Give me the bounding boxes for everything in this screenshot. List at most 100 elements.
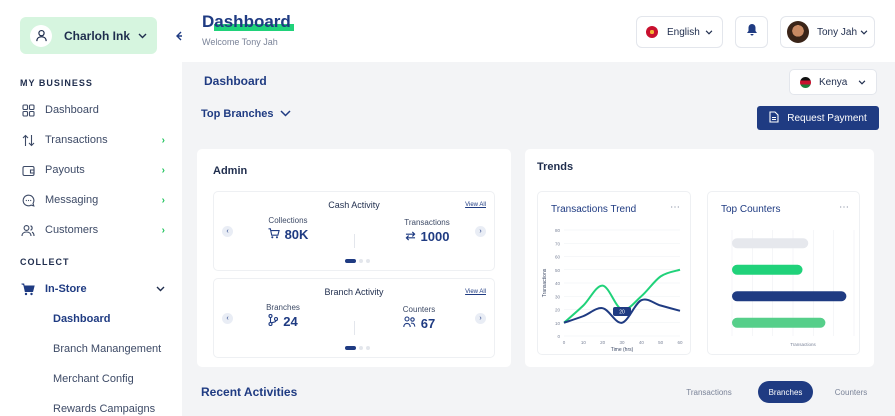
tab-counters[interactable]: Counters (834, 387, 868, 397)
tab-branches[interactable]: Branches (758, 381, 813, 403)
divider (354, 234, 355, 248)
collections-stat: Collections 80K (258, 216, 318, 242)
bell-icon (746, 23, 758, 41)
sidebar-subitem-dashboard[interactable]: Dashboard (53, 313, 111, 325)
page-title: Dashboard (202, 12, 294, 32)
chat-icon (20, 192, 36, 208)
language-selector[interactable]: English (636, 16, 723, 48)
next-icon[interactable]: › (475, 313, 486, 324)
flag-icon (646, 26, 658, 38)
user-menu[interactable]: Tony Jah (780, 16, 875, 48)
x-tick-label: 60 (677, 340, 683, 345)
sidebar-item-label: Customers (45, 224, 99, 236)
bar-1 (732, 238, 809, 249)
tooltip-label: 20 (619, 309, 625, 315)
my-business-heading: MY BUSINESS (20, 78, 93, 88)
title-highlight (214, 24, 294, 31)
branch-activity-panel: Branch Activity View All ‹ › Branches 24… (213, 278, 495, 358)
chevron-down-icon (156, 284, 165, 295)
y-tick-label: 0 (557, 334, 560, 339)
sidebar-item-transactions[interactable]: Transactions › (20, 129, 165, 151)
avatar (787, 21, 809, 43)
counters-label: Counters (402, 305, 436, 314)
sidebar-item-payouts[interactable]: Payouts › (20, 159, 165, 181)
top-counters-title: Top Counters (721, 204, 781, 215)
bar-4 (732, 317, 826, 328)
y-tick-label: 40 (555, 281, 561, 286)
top-counters-plot: Transactions (731, 230, 855, 347)
tooltip-box (613, 307, 631, 316)
notifications-button[interactable] (735, 16, 768, 48)
trends-card: Trends Transactions Trend ⋯ 0 10 20 30 40 50 6… (525, 149, 874, 367)
y-tick-label: 30 (555, 294, 561, 299)
sidebar-item-messaging[interactable]: Messaging › (20, 189, 165, 211)
user-icon (30, 24, 52, 47)
business-switcher[interactable]: Charloh Ink (20, 17, 157, 54)
counters-value: 67 (420, 316, 436, 331)
y-tick-label: 60 (555, 255, 561, 260)
transactions-trend-chart: Transactions Trend ⋯ 0 10 20 30 40 50 60 70 80 0 1… (537, 191, 691, 355)
welcome-text: Welcome Tony Jah (202, 37, 278, 47)
document-icon (769, 110, 779, 126)
branch-activity-title: Branch Activity (324, 287, 384, 297)
sidebar-item-instore[interactable]: In-Store (20, 278, 165, 300)
branch-activity-view-all-link[interactable]: View All (465, 289, 486, 295)
chevron-down-icon (858, 77, 866, 88)
trends-title: Trends (537, 161, 574, 173)
cash-activity-view-all-link[interactable]: View All (465, 202, 486, 208)
carousel-dots (345, 346, 370, 350)
chevron-right-icon: › (161, 164, 165, 176)
series-line-2 (563, 298, 681, 324)
bar-3 (732, 291, 847, 302)
sidebar-item-label: Dashboard (45, 104, 99, 116)
next-icon[interactable]: › (475, 226, 486, 237)
content-title: Dashboard (204, 74, 267, 88)
top-branches-dropdown[interactable]: Top Branches (201, 108, 291, 120)
counters-icon (403, 316, 416, 331)
x-tick-label: 20 (600, 340, 606, 345)
request-payment-label: Request Payment (787, 112, 867, 124)
y-tick-label: 10 (555, 321, 561, 326)
sidebar-item-customers[interactable]: Customers › (20, 219, 165, 241)
kenya-flag-icon (800, 76, 811, 88)
divider (354, 321, 355, 335)
country-selector[interactable]: Kenya (789, 69, 877, 95)
counters-stat: Counters 67 (394, 305, 444, 331)
sidebar-subitem-branch-management[interactable]: Branch Manangement (53, 343, 162, 355)
sidebar: Charloh Ink MY BUSINESS Dashboard Transa… (0, 0, 182, 416)
recent-activities-title: Recent Activities (201, 385, 298, 399)
wallet-icon (20, 162, 36, 178)
sidebar-subitem-merchant-config[interactable]: Merchant Config (53, 373, 134, 385)
top-branches-label: Top Branches (201, 108, 274, 120)
prev-icon[interactable]: ‹ (222, 226, 233, 237)
branches-stat: Branches 24 (258, 303, 308, 329)
chevron-right-icon: › (161, 134, 165, 146)
admin-title: Admin (213, 165, 248, 177)
sidebar-subitem-rewards-campaigns[interactable]: Rewards Campaigns (53, 403, 156, 415)
y-tick-label: 80 (555, 228, 561, 233)
country-label: Kenya (819, 76, 848, 88)
transfer-arrows-icon (20, 132, 36, 148)
more-options-icon[interactable]: ⋯ (670, 202, 680, 213)
collections-label: Collections (268, 216, 308, 225)
x-tick-label: 30 (619, 340, 625, 345)
cart-icon (268, 227, 280, 242)
language-label: English (667, 26, 700, 38)
x-tick-label: 50 (658, 340, 664, 345)
tab-transactions[interactable]: Transactions (686, 387, 732, 397)
request-payment-button[interactable]: Request Payment (757, 106, 879, 130)
chevron-down-icon (138, 31, 147, 41)
more-options-icon[interactable]: ⋯ (839, 202, 849, 213)
sidebar-item-dashboard[interactable]: Dashboard (20, 99, 165, 121)
x-tick-label: 40 (639, 340, 645, 345)
y-axis-label: Transactions (542, 268, 548, 297)
sidebar-item-label: Messaging (45, 194, 99, 206)
cash-activity-panel: Cash Activity View All ‹ › Collections 8… (213, 191, 495, 271)
chevron-down-icon (705, 27, 713, 38)
sidebar-item-label: In-Store (45, 283, 87, 295)
prev-icon[interactable]: ‹ (222, 313, 233, 324)
transactions-trend-plot: 0 10 20 30 40 50 60 70 80 0 10 20 30 40 50 60 Time (hrs)… (542, 228, 683, 353)
transactions-label: Transactions (404, 218, 450, 227)
chevron-down-icon (280, 108, 291, 120)
x-tick-label: 0 (563, 340, 566, 345)
